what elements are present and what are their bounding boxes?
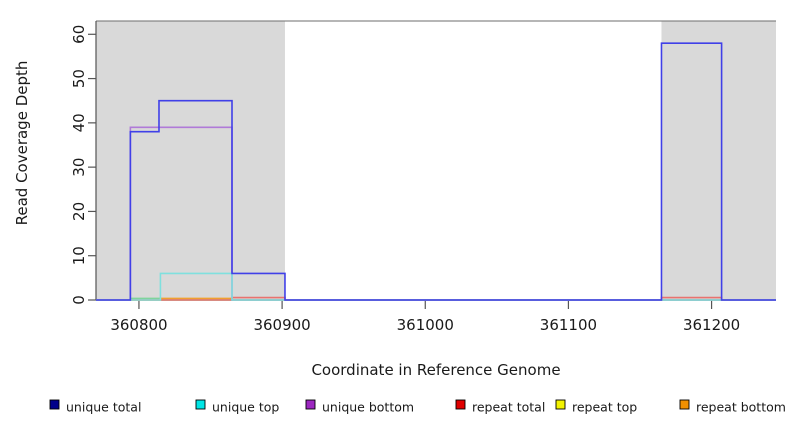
legend-label: unique top: [212, 400, 279, 415]
legend-swatch: [49, 399, 60, 410]
x-tick-label: 360900: [253, 316, 310, 334]
trace-unique-total: [96, 42, 776, 301]
y-tick-label: 10: [70, 246, 88, 265]
legend-swatch: [305, 399, 316, 410]
x-tick-label: 361000: [397, 316, 454, 334]
legend-swatch: [195, 399, 206, 410]
left-repeat-band: [96, 21, 285, 300]
y-tick-label: 50: [70, 69, 88, 88]
legend-item-unique-total[interactable]: unique total: [49, 399, 141, 415]
legend-swatch: [455, 399, 466, 410]
y-tick-label: 0: [70, 295, 88, 305]
legend-item-repeat-total[interactable]: repeat total: [455, 399, 545, 415]
y-tick-label: 20: [70, 202, 88, 221]
x-tick-label: 361200: [683, 316, 740, 334]
x-tick-label: 361100: [540, 316, 597, 334]
x-axis-title: Coordinate in Reference Genome: [311, 361, 560, 379]
y-tick-label: 40: [70, 113, 88, 132]
right-repeat-band: [661, 21, 776, 300]
legend-swatch: [555, 399, 566, 410]
legend-label: repeat bottom: [696, 400, 786, 415]
chart-legend: unique total unique top unique bottom repea…: [49, 399, 786, 415]
y-tick-label: 60: [70, 25, 88, 44]
legend-item-repeat-bottom[interactable]: repeat bottom: [679, 399, 786, 415]
shaded-repeat-bands: [96, 21, 776, 300]
y-tick-label: 30: [70, 158, 88, 177]
legend-item-repeat-top[interactable]: repeat top: [555, 399, 637, 415]
legend-item-unique-top[interactable]: unique top: [195, 399, 279, 415]
legend-swatch: [679, 399, 690, 410]
legend-label: unique bottom: [322, 400, 414, 415]
y-axis: 0 10 20 30 40 50 60: [70, 21, 97, 305]
legend-label: repeat total: [472, 400, 545, 415]
legend-label: unique total: [66, 400, 141, 415]
legend-item-unique-bottom[interactable]: unique bottom: [305, 399, 414, 415]
y-axis-title: Read Coverage Depth: [13, 61, 31, 226]
x-axis: 360800 360900 361000 361100 361200: [96, 299, 776, 334]
data-traces: [96, 42, 776, 301]
legend-label: repeat top: [572, 400, 637, 415]
x-tick-label: 360800: [110, 316, 167, 334]
